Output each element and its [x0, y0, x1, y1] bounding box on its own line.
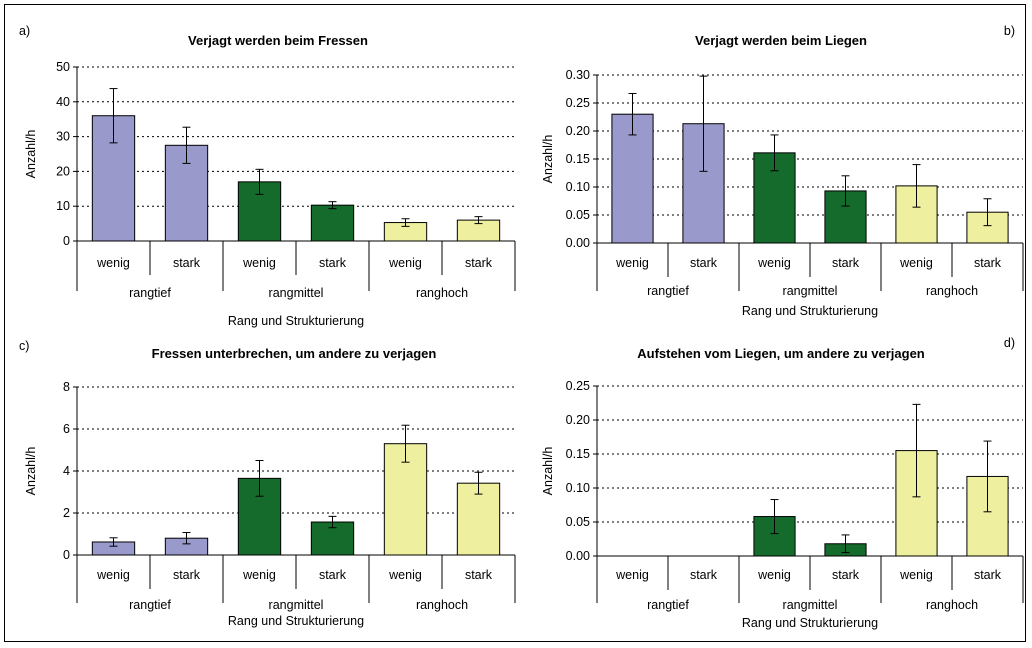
bar-ranghoch-stark: [456, 482, 501, 556]
x-category-label: stark: [832, 256, 860, 270]
y-tick-label: 6: [63, 422, 70, 436]
y-tick-label: 0.00: [566, 236, 590, 250]
x-category-label: stark: [974, 256, 1002, 270]
y-tick-label: 40: [56, 95, 70, 109]
chart-panel-a: a) Verjagt werden beim Fressen 0 10 20 30 40 50…: [19, 24, 516, 328]
x-category-label: stark: [690, 256, 718, 270]
chart-title: Aufstehen vom Liegen, um andere zu verja…: [637, 346, 925, 361]
x-category-label: stark: [690, 568, 718, 582]
x-category-label: wenig: [615, 568, 649, 582]
chart-figure: a)Verjagt werden beim Fressen01020304050…: [19, 24, 1024, 630]
x-group-label: rangtief: [647, 284, 689, 298]
y-tick-label: 30: [56, 130, 70, 144]
x-axis-title: Rang und Strukturierung: [742, 304, 878, 318]
y-tick-label: 2: [63, 506, 70, 520]
x-category-label: wenig: [757, 256, 791, 270]
x-group-label: rangmittel: [269, 286, 324, 300]
x-axis-title: Rang und Strukturierung: [228, 614, 364, 628]
figure: a) Verjagt werden beim Fressen 0 10 20 30 40 50…: [4, 4, 1026, 642]
x-category-label: wenig: [96, 568, 130, 582]
x-category-label: stark: [319, 568, 347, 582]
x-axis-title: Rang und Strukturierung: [742, 616, 878, 630]
x-group-label: ranghoch: [926, 598, 978, 612]
x-group-label: rangtief: [129, 286, 171, 300]
y-tick-label: 0: [63, 234, 70, 248]
panel-label: a): [19, 24, 30, 38]
y-tick-label: 0.00: [566, 549, 590, 563]
y-tick-label: 0.25: [566, 379, 590, 393]
panel-label: d): [1004, 336, 1015, 350]
y-tick-label: 0.20: [566, 413, 590, 427]
y-axis-title: Anzahl/h: [541, 447, 555, 496]
x-category-label: stark: [465, 256, 493, 270]
y-tick-label: 0.15: [566, 447, 590, 461]
y-tick-label: 20: [56, 164, 70, 178]
x-group-label: rangmittel: [269, 598, 324, 612]
x-group-label: rangmittel: [783, 598, 838, 612]
x-group-label: ranghoch: [926, 284, 978, 298]
y-tick-label: 0.15: [566, 152, 590, 166]
y-tick-label: 0.10: [566, 481, 590, 495]
x-group-label: ranghoch: [416, 598, 468, 612]
x-axis-title: Rang und Strukturierung: [228, 314, 364, 328]
y-tick-label: 4: [63, 464, 70, 478]
chart-panel-b: b) Verjagt werden beim Liegen 0.00 0.05 0.10…: [541, 24, 1024, 318]
x-category-label: wenig: [615, 256, 649, 270]
panel-label: c): [19, 339, 29, 353]
y-tick-label: 0.25: [566, 96, 590, 110]
x-category-label: wenig: [96, 256, 130, 270]
y-tick-label: 0.10: [566, 180, 590, 194]
panel-label: b): [1004, 24, 1015, 38]
y-tick-label: 0: [63, 548, 70, 562]
x-group-label: rangmittel: [783, 284, 838, 298]
x-category-label: wenig: [242, 256, 276, 270]
chart-title: Verjagt werden beim Fressen: [188, 33, 368, 48]
x-category-label: stark: [465, 568, 493, 582]
x-category-label: stark: [832, 568, 860, 582]
y-tick-label: 8: [63, 380, 70, 394]
chart-title: Fressen unterbrechen, um andere zu verja…: [152, 346, 437, 361]
bar-rangmittel-stark: [310, 204, 355, 242]
y-tick-label: 10: [56, 199, 70, 213]
x-category-label: stark: [319, 256, 347, 270]
x-group-label: rangtief: [129, 598, 171, 612]
x-category-label: wenig: [899, 256, 933, 270]
y-tick-label: 50: [56, 60, 70, 74]
x-group-label: rangtief: [647, 598, 689, 612]
y-tick-label: 0.05: [566, 515, 590, 529]
y-tick-label: 0.20: [566, 124, 590, 138]
y-axis-title: Anzahl/h: [24, 130, 38, 179]
x-category-label: stark: [173, 568, 201, 582]
x-category-label: wenig: [757, 568, 791, 582]
y-tick-label: 0.05: [566, 208, 590, 222]
y-axis-title: Anzahl/h: [24, 447, 38, 496]
x-category-label: stark: [974, 568, 1002, 582]
x-category-label: wenig: [388, 568, 422, 582]
chart-title: Verjagt werden beim Liegen: [695, 33, 867, 48]
bar-rangtief-wenig: [611, 113, 654, 244]
y-tick-label: 0.30: [566, 68, 590, 82]
x-category-label: wenig: [388, 256, 422, 270]
x-category-label: wenig: [242, 568, 276, 582]
x-group-label: ranghoch: [416, 286, 468, 300]
chart-panel-c: c) Fressen unterbrechen, um andere zu ver…: [19, 339, 516, 628]
x-category-label: wenig: [899, 568, 933, 582]
y-axis-title: Anzahl/h: [541, 135, 555, 184]
chart-panel-d: d) Aufstehen vom Liegen, um andere zu ver…: [541, 336, 1024, 630]
x-category-label: stark: [173, 256, 201, 270]
